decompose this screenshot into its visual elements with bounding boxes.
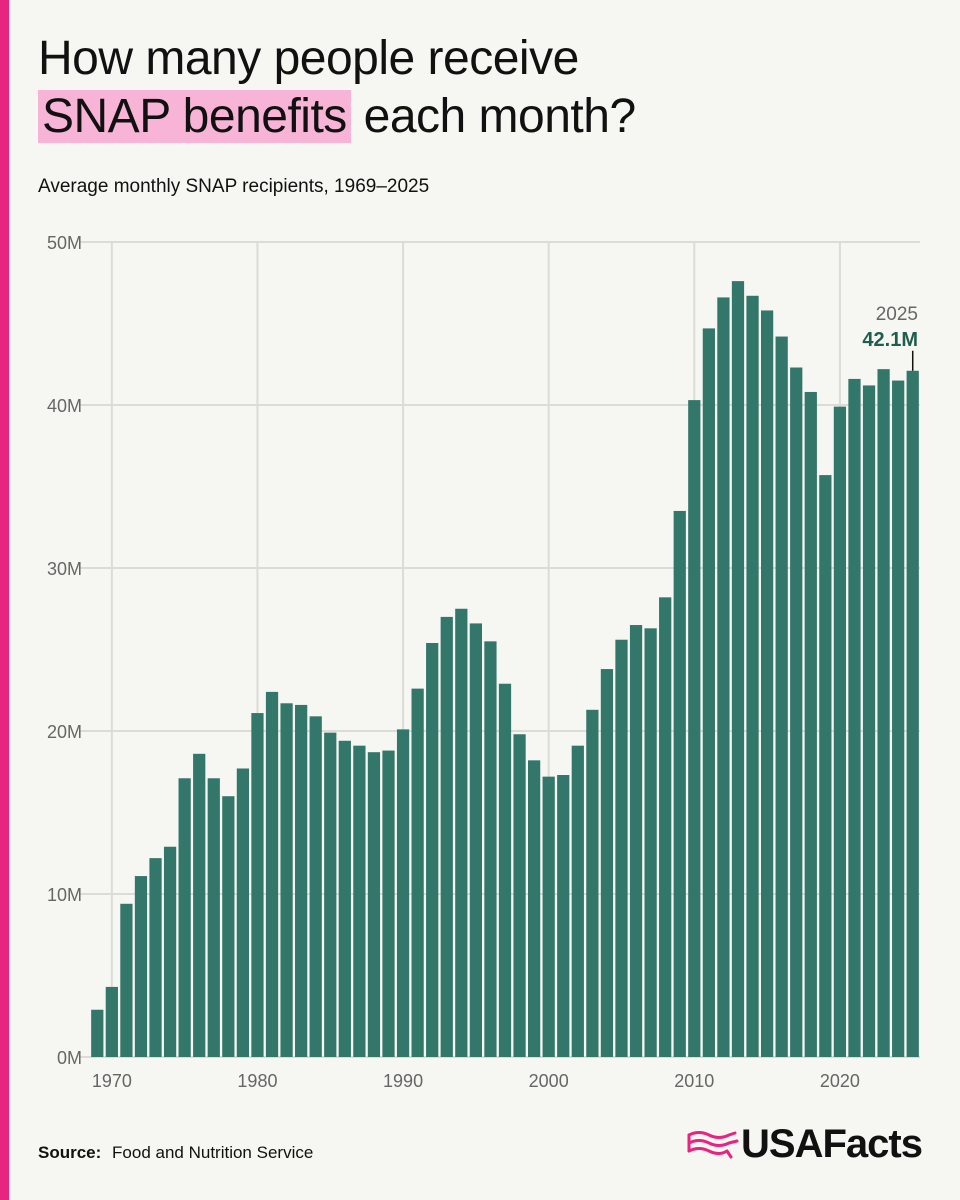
bar-1984 (309, 716, 322, 1057)
bar-2014 (746, 295, 759, 1057)
bar-2024 (892, 380, 905, 1057)
bar-2011 (702, 328, 715, 1057)
bar-2025 (906, 370, 919, 1057)
bar-1974 (163, 846, 177, 1057)
bar-2000 (542, 776, 555, 1057)
bar-1983 (295, 704, 308, 1057)
chart-subtitle: Average monthly SNAP recipients, 1969–20… (38, 176, 430, 197)
bar-2020 (833, 406, 847, 1057)
bar-1978 (222, 796, 235, 1057)
bar-2019 (819, 475, 832, 1058)
y-tick-label: 30M (47, 559, 82, 579)
bar-chart: 0M 10M 20M 30M 40M 50M 1970 1980 1990 2000 2010 20… (47, 233, 920, 1091)
x-tick-label: 2020 (820, 1071, 860, 1091)
bar-1981 (265, 691, 279, 1057)
source-text: Food and Nutrition Service (112, 1143, 314, 1162)
bar-2023 (877, 369, 890, 1057)
y-axis-ticks: 0M 10M 20M 30M 40M 50M (47, 233, 82, 1068)
bar-1993 (440, 616, 453, 1057)
bar-1989 (382, 750, 395, 1057)
annotation-2025: 2025 42.1M (862, 304, 918, 371)
bar-1979 (236, 768, 250, 1057)
bar-2006 (629, 625, 643, 1057)
bar-2016 (775, 336, 788, 1057)
bar-1992 (426, 642, 439, 1057)
bar-2022 (862, 385, 876, 1057)
x-tick-label: 1980 (237, 1071, 277, 1091)
title-highlight: SNAP benefits (38, 90, 351, 143)
bar-1995 (469, 623, 482, 1057)
bar-1991 (411, 688, 424, 1057)
usa-map-waves-icon (687, 1130, 739, 1158)
bar-1986 (338, 740, 351, 1057)
x-tick-label: 2000 (529, 1071, 569, 1091)
bar-2002 (571, 745, 584, 1057)
title-line-1: How many people receive (38, 32, 579, 85)
bar-1994 (455, 608, 468, 1057)
bar-1985 (324, 732, 337, 1057)
bar-1969 (91, 1009, 104, 1057)
bar-2007 (644, 628, 657, 1057)
usafacts-logo: USAFacts (685, 1122, 923, 1167)
bar-2004 (600, 669, 614, 1057)
bar-2017 (790, 367, 803, 1057)
bar-1988 (367, 752, 381, 1057)
source-note: Source: Food and Nutrition Service (38, 1143, 313, 1163)
bar-2010 (688, 400, 701, 1057)
bar-1971 (120, 903, 133, 1057)
bar-1996 (484, 641, 497, 1057)
bar-1982 (280, 703, 293, 1057)
bar-2013 (731, 281, 745, 1057)
source-label: Source: (38, 1143, 102, 1162)
x-tick-label: 1970 (92, 1071, 132, 1091)
title-rest: each month? (350, 90, 637, 143)
bar-2012 (717, 297, 730, 1057)
accent-bar (0, 0, 9, 1200)
x-tick-label: 2010 (674, 1071, 714, 1091)
bar-1999 (528, 760, 541, 1057)
x-tick-label: 1990 (383, 1071, 423, 1091)
bars (91, 281, 919, 1058)
y-tick-label: 10M (47, 885, 82, 905)
bar-1998 (513, 734, 526, 1057)
chart-title: How many people receive SNAP benefits ea… (38, 30, 636, 146)
bar-1980 (251, 713, 264, 1057)
annotation-value: 42.1M (862, 329, 918, 351)
bar-2018 (804, 391, 817, 1058)
bar-1976 (193, 753, 206, 1057)
bar-1973 (149, 858, 162, 1057)
bar-1990 (396, 729, 410, 1057)
bar-2005 (615, 639, 628, 1057)
bar-2001 (557, 775, 570, 1057)
bar-2009 (673, 510, 686, 1057)
bar-2008 (659, 597, 672, 1057)
bar-1970 (105, 986, 118, 1057)
bar-2021 (848, 378, 861, 1057)
logo-text: USAFacts (741, 1122, 923, 1166)
x-axis-ticks: 1970 1980 1990 2000 2010 2020 (92, 1071, 860, 1091)
bar-1972 (134, 876, 148, 1057)
bar-1997 (498, 683, 512, 1057)
y-tick-label: 20M (47, 722, 82, 742)
bar-1987 (353, 745, 366, 1057)
bar-1977 (207, 778, 220, 1057)
y-tick-label: 0M (57, 1048, 82, 1068)
bar-1975 (178, 778, 191, 1057)
annotation-year: 2025 (876, 304, 918, 325)
bar-2003 (586, 709, 599, 1057)
y-tick-label: 40M (47, 396, 82, 416)
bar-2015 (760, 310, 774, 1058)
y-tick-label: 50M (47, 233, 82, 253)
